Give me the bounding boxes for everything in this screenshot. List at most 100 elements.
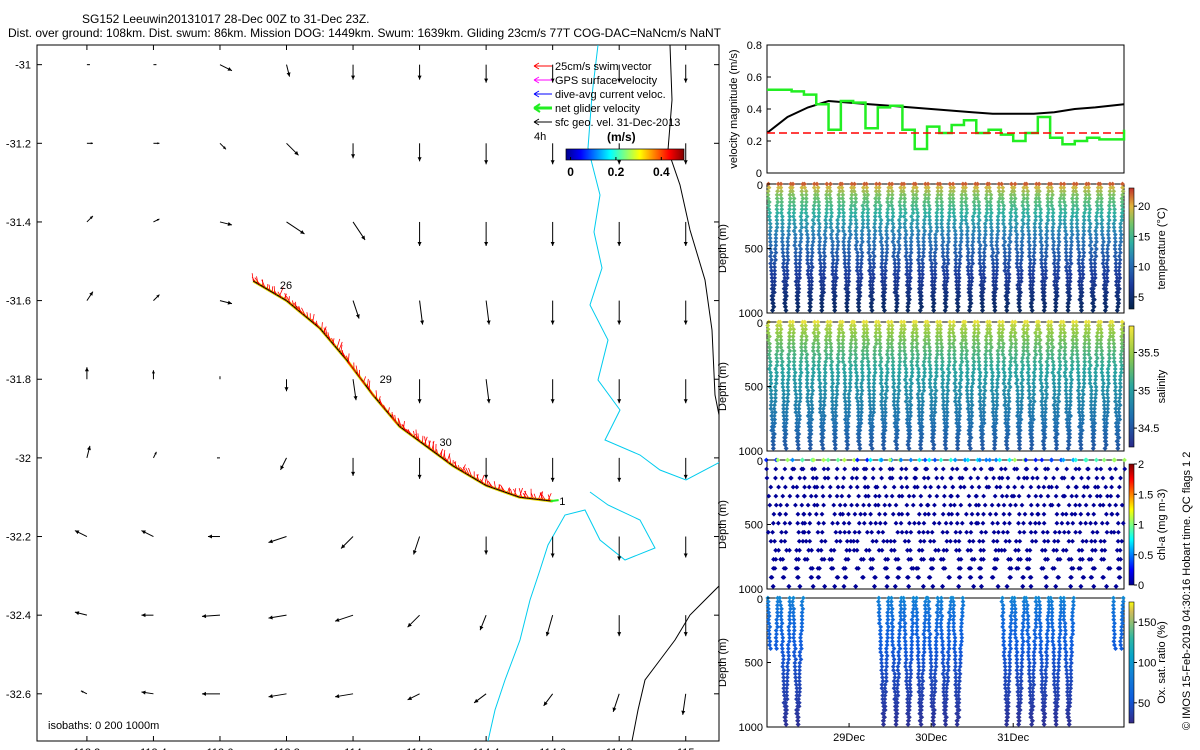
swim-vector	[407, 429, 414, 437]
geo-vector-head	[222, 146, 226, 150]
section-point	[766, 185, 772, 191]
legend-geo-label: sfc geo. vel. 31-Dec-2013	[555, 117, 680, 129]
day-label: 29	[380, 374, 392, 386]
geo-vector-head	[284, 387, 289, 392]
geo-vector	[550, 143, 555, 165]
swim-vector	[432, 441, 435, 452]
geo-vector-head	[617, 556, 622, 561]
legend-net-label: net glider velocity	[555, 103, 640, 115]
geo-vector	[352, 379, 358, 401]
section-point	[785, 250, 790, 256]
geo-vector-head	[550, 399, 555, 404]
swim-vector	[519, 487, 523, 498]
geo-vector	[286, 221, 305, 235]
swim-vector	[523, 490, 527, 498]
geo-vector	[417, 457, 422, 479]
geo-vector	[550, 457, 555, 482]
swim-vector	[403, 421, 405, 430]
section-point	[779, 239, 785, 245]
legend-geo: sfc geo. vel. 31-Dec-2013	[533, 117, 680, 129]
geo-vector-head	[550, 241, 555, 246]
isobath-lines	[487, 45, 719, 741]
geo-vector-shaft	[485, 300, 490, 325]
section-point	[767, 228, 773, 234]
swim-vector	[340, 344, 343, 353]
swim-vector	[530, 492, 535, 500]
swim-vector	[306, 312, 309, 319]
section-point	[803, 210, 809, 216]
section-point	[780, 246, 786, 252]
section-ytick-label: 500	[745, 244, 763, 256]
geo-vector-head	[88, 64, 90, 66]
legend-swim: 25cm/s swim vector	[533, 61, 652, 73]
map-ytick-label: -31.6	[6, 296, 31, 308]
geo-vector	[683, 536, 688, 558]
geo-vector-head	[361, 235, 366, 240]
geo-vector	[207, 534, 220, 539]
swim-vector	[424, 436, 427, 447]
geo-vector-head	[484, 78, 489, 83]
section-colorbar-tick-label: 5	[1138, 292, 1144, 304]
swim-vector	[349, 363, 357, 373]
map-ytick-label: -32.6	[6, 689, 31, 701]
swim-vector	[486, 478, 489, 487]
geo-vector	[86, 291, 94, 301]
geo-vector-shaft	[485, 379, 490, 404]
geo-vector-head	[84, 367, 89, 372]
geo-vector-head	[156, 218, 160, 222]
geo-vector-head	[355, 314, 360, 319]
geo-vector-head	[683, 78, 688, 83]
swim-vector	[540, 492, 546, 501]
geo-vector-head	[86, 445, 91, 451]
swim-vector	[533, 493, 537, 500]
geo-vector	[219, 64, 233, 72]
geo-vector	[550, 300, 555, 325]
geo-vector-head	[617, 477, 622, 482]
swim-vector	[394, 414, 397, 422]
swim-vector	[415, 429, 418, 440]
section-point	[812, 196, 818, 201]
geo-vector	[352, 221, 366, 241]
section-point	[792, 239, 798, 245]
geo-vector-head	[353, 395, 358, 401]
geo-vector	[545, 615, 554, 637]
geo-vector	[485, 379, 491, 404]
geo-vector	[484, 221, 489, 246]
section-point	[785, 242, 791, 248]
geo-vector	[141, 690, 154, 695]
swim-vector	[462, 466, 468, 475]
swim-vector	[323, 326, 327, 333]
swim-vector	[391, 417, 399, 425]
geo-vector-head	[141, 530, 146, 535]
swim-vector	[342, 353, 347, 360]
geo-vector-head	[141, 613, 146, 618]
geo-vector	[216, 457, 220, 459]
section-colorbar-tick-label: 20	[1138, 201, 1150, 213]
geo-vector	[201, 614, 221, 619]
geo-vector-head	[550, 320, 555, 325]
geo-vector-head	[486, 320, 491, 325]
swim-vector	[383, 404, 387, 411]
geo-vector	[617, 379, 622, 404]
map-xtick-label: 114	[344, 747, 362, 750]
geo-vector-head	[484, 474, 489, 479]
geo-vector	[417, 64, 422, 80]
geo-vector-head	[417, 75, 422, 80]
section-point	[780, 242, 786, 248]
geo-vector-head	[294, 151, 299, 156]
legend-gps-label: GPS surface velocity	[555, 75, 658, 87]
geo-vector	[419, 300, 425, 325]
geo-vector-head	[484, 160, 489, 165]
section-point	[783, 308, 789, 313]
swim-vector	[547, 494, 551, 501]
section-point	[773, 239, 779, 245]
section-ytick-label: 0	[757, 180, 763, 192]
section-point	[780, 224, 785, 230]
swim-vector	[321, 322, 323, 331]
geo-vector-head	[89, 215, 93, 220]
geo-vector-head	[351, 471, 356, 476]
geo-vector	[683, 615, 688, 637]
geo-vector-head	[612, 707, 617, 712]
